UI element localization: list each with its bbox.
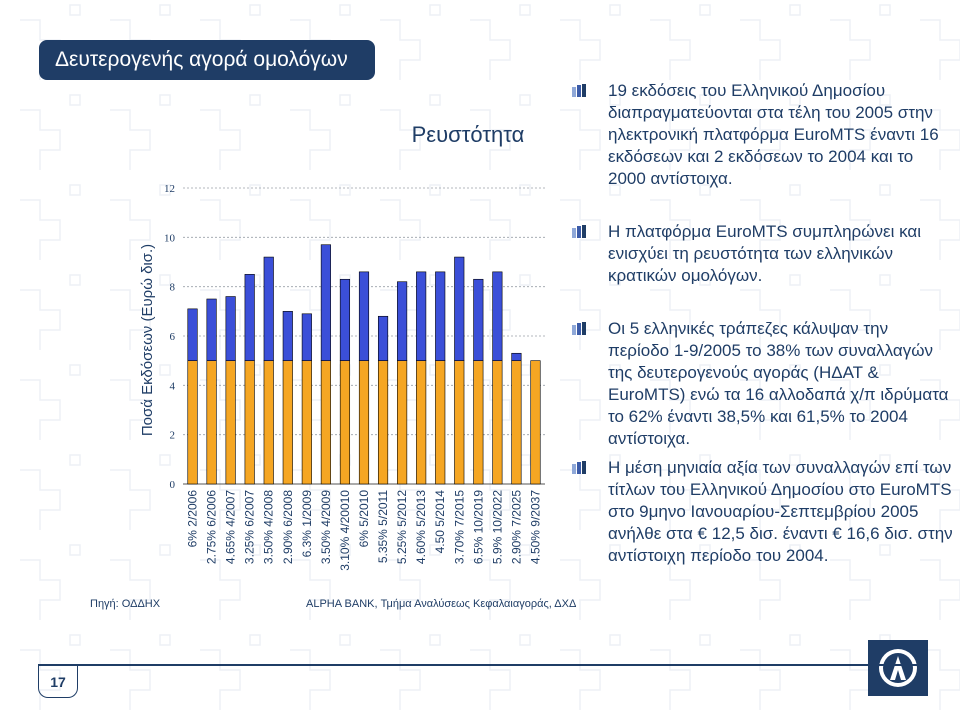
bar-segment-base [473, 360, 484, 485]
bar-segment-top [454, 256, 465, 361]
bar-segment-base [492, 360, 503, 485]
bar-segment-base [511, 360, 522, 485]
bar-segment-top [473, 278, 484, 361]
bar-segment-top [244, 274, 255, 361]
bar-segment-top [416, 271, 427, 361]
bar-segment-top [492, 271, 503, 361]
bar-segment-base [530, 360, 541, 485]
bar-segment-top [187, 308, 198, 361]
y-tick-label: 2 [170, 430, 176, 442]
source-note: Πηγή: ΟΔΔΗΧ [90, 598, 161, 610]
bar-segment-base [282, 360, 293, 485]
bullet-item: 19 εκδόσεις του Ελληνικού Δημοσίου διαπρ… [568, 80, 953, 190]
bar-segment-top [511, 352, 522, 361]
x-tick-label: 2.75% 6/2006 [205, 490, 219, 564]
bar-segment-top [225, 296, 236, 361]
bar-segment-top [358, 271, 370, 361]
slide-title: Δευτερογενής αγορά ομολόγων [39, 40, 375, 80]
x-tick-label: 6% 2/2006 [186, 490, 200, 548]
x-tick-label: 2.90% 7/2025 [509, 490, 523, 564]
bar-segment-base [435, 360, 446, 485]
bar-segment-top [435, 271, 446, 361]
bar-segment-base [206, 360, 217, 485]
y-axis-label: Ποσά Εκδόσεων (Ευρώ δισ.) [139, 244, 156, 436]
y-tick-label: 4 [170, 380, 176, 392]
x-tick-label: 4.50% 9/2037 [528, 490, 542, 564]
x-tick-label: 4.65% 4/2007 [224, 490, 238, 564]
bar-segment-base [358, 360, 370, 485]
x-tick-label: 5.9% 10/2022 [490, 490, 504, 564]
x-tick-label: 3.50% 4/2008 [262, 490, 276, 564]
page-number: 17 [38, 664, 78, 698]
bar-segment-top [339, 278, 351, 361]
bar-segment-top [320, 244, 331, 361]
x-tick-label: 3.10% 4/20010 [338, 490, 352, 571]
x-tick-label: 3.50% 4/2009 [319, 490, 333, 564]
bar-segment-top [263, 256, 274, 361]
bar-segment-top [282, 311, 293, 361]
bar-segment-base [320, 360, 331, 485]
bullet-square-icon [572, 84, 586, 97]
chart-title: Ρευστότητα [412, 122, 525, 147]
bar-segment-base [225, 360, 236, 485]
bar-segment-base [263, 360, 274, 485]
bar-segment-base [301, 360, 312, 485]
bar-segment-top [397, 281, 408, 361]
bar-segment-base [397, 360, 408, 485]
y-tick-label: 8 [170, 282, 176, 294]
x-tick-label: 5.25% 5/2012 [395, 490, 409, 564]
x-tick-label: 5.35% 5/2011 [376, 490, 390, 563]
bar-segment-top [301, 313, 312, 361]
x-tick-label: 6.3% 1/2009 [300, 490, 314, 558]
bar-segment-base [187, 360, 198, 485]
x-tick-label: 3.25% 6/2007 [243, 490, 257, 564]
bullet-list: 19 εκδόσεις του Ελληνικού Δημοσίου διαπρ… [568, 80, 953, 567]
bullet-text: Η μέση μηνιαία αξία των συναλλαγών επί τ… [608, 458, 953, 565]
bullet-square-icon [572, 461, 586, 474]
x-tick-label: 3.70% 7/2015 [452, 490, 466, 564]
x-tick-label: 6.5% 10/2019 [471, 490, 485, 564]
bullet-text: Οι 5 ελληνικές τράπεζες κάλυψαν την περί… [608, 319, 949, 448]
alpha-bank-logo-icon [868, 640, 928, 696]
bullet-item: Η μέση μηνιαία αξία των συναλλαγών επί τ… [568, 457, 953, 567]
bullet-square-icon [572, 225, 586, 238]
x-tick-label: 2.90% 6/2008 [281, 490, 295, 564]
y-tick-label: 10 [164, 232, 176, 244]
bar-segment-base [454, 360, 465, 485]
y-tick-label: 0 [170, 479, 176, 491]
x-tick-label: 6% 5/2010 [357, 490, 371, 548]
bullet-item: Η πλατφόρμα EuroMTS συμπληρώνει και ενισ… [568, 221, 953, 287]
bullet-item: Οι 5 ελληνικές τράπεζες κάλυψαν την περί… [568, 318, 953, 450]
bar-segment-base [339, 360, 351, 485]
bullet-square-icon [572, 322, 586, 335]
bar-segment-base [377, 360, 389, 485]
credit-note: ALPHA BANK, Τμήμα Αναλύσεως Κεφαλαιαγορά… [306, 598, 577, 610]
bar-segment-base [416, 360, 427, 485]
bullet-text: Η πλατφόρμα EuroMTS συμπληρώνει και ενισ… [608, 222, 921, 285]
y-tick-label: 6 [170, 331, 176, 343]
footer-divider [38, 664, 918, 666]
x-tick-label: 4.50 5/2014 [433, 490, 447, 554]
y-tick-label: 12 [164, 183, 175, 195]
bar-segment-top [206, 298, 217, 361]
bullet-text: 19 εκδόσεις του Ελληνικού Δημοσίου διαπρ… [608, 81, 939, 188]
x-tick-label: 4.60% 5/2013 [414, 490, 428, 564]
bar-segment-top [377, 315, 389, 361]
bar-segment-base [244, 360, 255, 485]
